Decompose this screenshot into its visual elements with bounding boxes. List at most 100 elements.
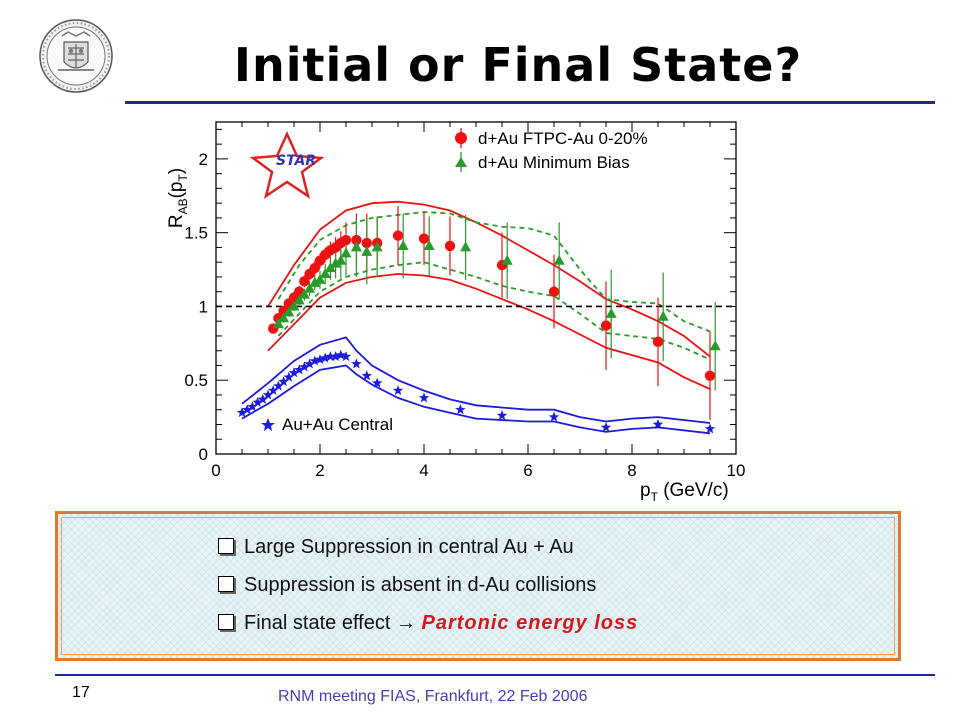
y-tick-label: 0 [199,445,208,464]
uncertainty-band-line [241,336,711,424]
data-point [299,361,310,372]
data-point [283,306,295,317]
data-point [283,371,294,382]
data-point [273,380,284,391]
data-point [397,239,409,250]
star-logo: STAR [249,130,325,199]
data-point [704,423,716,434]
data-point [298,288,310,299]
data-point [351,234,362,246]
data-point [330,257,342,268]
chart: 0 2 4 6 8 10 0 0.5 1 1.5 2 STAR d+Au FTPC-Au 0-20%… [150,110,750,505]
bullet-list: Large Suppression in central Au + Au Sup… [218,528,638,642]
data-point [418,233,430,244]
slide-number: 17 [72,684,90,701]
data-point [340,247,352,258]
y-tick-label: 1.5 [184,224,208,243]
data-point [496,410,508,421]
uncertainty-band-line [241,364,711,435]
data-point [605,307,617,318]
data-point [418,392,430,403]
footer-rule [55,674,935,676]
x-tick-label: 8 [627,461,636,480]
uncertainty-bands [241,200,711,435]
y-axis-label: RAB(pT) [166,168,190,228]
data-point [361,237,372,249]
data-point [351,358,362,369]
data-point [652,419,664,429]
data-point [324,262,336,273]
y-tick-label: 0.5 [184,371,208,390]
data-point [304,358,315,369]
data-point [460,241,472,252]
data-point [309,355,320,366]
highlight-text: Partonic energy loss [421,612,639,634]
data-point [371,241,383,252]
legend-label-auau-central: Au+Au Central [282,415,393,434]
data-point [272,318,284,329]
data-point [501,254,513,265]
data-point [314,273,326,284]
bullet-box: Large Suppression in central Au + Au Sup… [55,511,901,661]
data-point [320,352,331,363]
slide-title: Initial or Final State? [233,38,803,92]
data-point [335,254,347,265]
data-point [325,351,336,362]
data-point [455,404,466,415]
data-point [340,234,352,246]
data-point [444,240,456,252]
data-point [709,340,721,351]
data-point [704,370,716,381]
x-tick-label: 4 [419,461,428,480]
data-point [309,276,321,287]
data-point [657,310,669,321]
x-tick-label: 0 [211,461,220,480]
data-point [299,276,310,287]
y-tick-label: 1 [199,297,208,316]
data-point [304,282,316,293]
data-point [392,385,404,395]
x-tick-label: 2 [315,461,324,480]
data-point [242,404,253,415]
star-logo-icon [249,130,325,199]
data-point [236,407,248,418]
data-point [330,351,341,362]
footer-text: RNM meeting FIAS, Frankfurt, 22 Feb 2006 [278,688,588,705]
data-point [392,230,404,241]
data-point [361,370,372,381]
bullet-item: Suppression is absent in d-Au collisions [218,566,638,604]
data-point [252,396,263,407]
data-point [294,364,305,375]
data-point [288,367,300,378]
axis-ticks: 0 2 4 6 8 10 0 0.5 1 1.5 2 [184,122,745,480]
data-point [350,241,362,252]
data-point [247,401,258,412]
data-point [600,320,612,331]
y-tick-label: 2 [199,150,208,169]
x-tick-label: 6 [523,461,532,480]
university-seal-icon [38,18,114,94]
x-tick-label: 10 [727,461,746,480]
chart-svg: 0 2 4 6 8 10 0 0.5 1 1.5 2 STAR d+Au FTPC-Au 0-20%… [166,121,745,504]
uncertainty-band-line [277,261,711,361]
data-point [319,267,331,278]
arrow-icon: → [395,612,422,634]
legend-top: d+Au FTPC-Au 0-20% d+Au Minimum Bias [455,128,648,172]
uncertainty-band-line [267,273,711,390]
legend-marker-blue-star [261,418,275,431]
legend-bottom: Au+Au Central [261,415,393,434]
data-point [652,336,664,348]
data-point [361,245,373,256]
data-point [257,393,268,404]
data-point [335,349,346,360]
title-rule [125,101,935,104]
checkbox-bullet-icon [218,538,234,554]
data-point [262,389,274,400]
data-point [548,286,560,297]
checkbox-bullet-icon [218,614,234,630]
uncertainty-band-line [267,200,711,358]
data-point [600,421,612,432]
data-point [288,300,300,311]
data-point [309,262,320,274]
bullet-item: Large Suppression in central Au + Au [218,528,638,566]
